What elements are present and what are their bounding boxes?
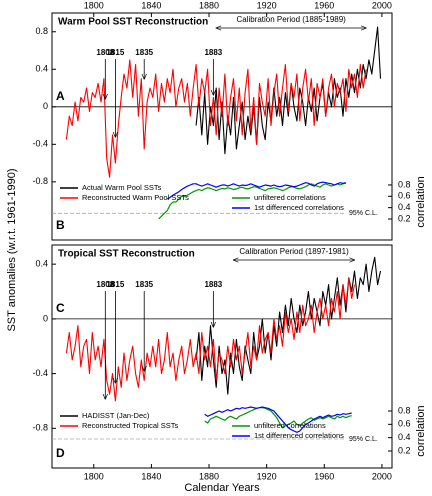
x-tick-label: 2000 xyxy=(372,471,392,481)
y2-tick-label: 0.6 xyxy=(398,191,411,201)
legend-label: Reconstructed Warm Pool SSTs xyxy=(82,193,189,202)
y-axis-title: SST anomalies (w.r.t. 1961-1990) xyxy=(6,168,18,331)
y2-tick-label: 0.2 xyxy=(398,445,411,455)
x-tick-label: 1920 xyxy=(257,471,277,481)
y-tick-label: 0 xyxy=(43,313,48,323)
event-label: 1835 xyxy=(135,280,153,289)
legend-label: 1st differenced correlations xyxy=(254,431,344,440)
y-tick-label: 0 xyxy=(43,101,48,111)
calibration-label: Calibration Period (1885-1989) xyxy=(236,15,346,24)
y-tick-label: 0.4 xyxy=(35,64,48,74)
y-tick-label: -0.8 xyxy=(32,176,48,186)
panel-letter: D xyxy=(56,446,65,460)
y2-tick-label: 0.8 xyxy=(398,405,411,415)
y2-tick-label: 0.8 xyxy=(398,179,411,189)
legend-label: Reconstructed Tropical SSTs xyxy=(82,421,179,430)
correlation-line xyxy=(166,181,347,200)
panel-letter: B xyxy=(56,218,65,232)
plot-frame xyxy=(51,244,393,469)
x-tick-label: 1880 xyxy=(199,471,219,481)
y2-axis-title: correlation xyxy=(415,176,427,227)
legend-label: unfiltered correlations xyxy=(254,193,326,202)
legend-label: unfiltered correlations xyxy=(254,421,326,430)
x-tick-label: 1880 xyxy=(199,0,219,10)
x-tick-label: 1800 xyxy=(84,471,104,481)
event-label: 1835 xyxy=(135,48,153,57)
panel-letter: A xyxy=(56,89,65,103)
confidence-label: 95% C.L. xyxy=(349,436,378,443)
y-tick-label: -0.8 xyxy=(32,423,48,433)
series-line xyxy=(195,256,382,395)
y2-axis-title: correlation xyxy=(415,405,427,456)
y2-tick-label: 0.2 xyxy=(398,213,411,223)
series-line xyxy=(195,26,382,155)
event-label: 1883 xyxy=(204,280,222,289)
event-label: 1815 xyxy=(106,280,124,289)
panel-title: Tropical SST Reconstruction xyxy=(58,249,195,260)
y-tick-label: 0.8 xyxy=(35,26,48,36)
y-tick-label: 0.4 xyxy=(35,259,48,269)
correlation-line xyxy=(204,407,352,429)
y2-tick-label: 0.4 xyxy=(398,432,411,442)
legend-label: Actual Warm Pool SSTs xyxy=(82,183,162,192)
y2-tick-label: 0.4 xyxy=(398,202,411,212)
y2-tick-label: 0.6 xyxy=(398,419,411,429)
event-label: 1815 xyxy=(106,48,124,57)
series-line xyxy=(65,277,356,402)
event-label: 1883 xyxy=(204,48,222,57)
panel-letter: C xyxy=(56,301,65,315)
x-tick-label: 1960 xyxy=(314,471,334,481)
legend-label: 1st differenced correlations xyxy=(254,203,344,212)
x-tick-label: 1960 xyxy=(314,0,334,10)
legend-label: HADISST (Jan-Dec) xyxy=(82,411,150,420)
x-tick-label: 1920 xyxy=(257,0,277,10)
x-tick-label: 1840 xyxy=(141,471,161,481)
panel-title: Warm Pool SST Reconstruction xyxy=(58,17,208,28)
confidence-label: 95% C.L. xyxy=(349,210,378,217)
x-tick-label: 1840 xyxy=(141,0,161,10)
y-tick-label: -0.4 xyxy=(32,368,48,378)
correlation-line xyxy=(204,406,352,433)
plot-frame xyxy=(51,12,393,241)
series-line xyxy=(65,59,367,178)
x-tick-label: 2000 xyxy=(372,0,392,10)
event-label: 1808 xyxy=(96,48,114,57)
calibration-label: Calibration Period (1897-1981) xyxy=(239,247,349,256)
x-axis-title: Calendar Years xyxy=(184,482,260,494)
event-label: 1808 xyxy=(96,280,114,289)
x-tick-label: 1800 xyxy=(84,0,104,10)
y-tick-label: -0.4 xyxy=(32,139,48,149)
